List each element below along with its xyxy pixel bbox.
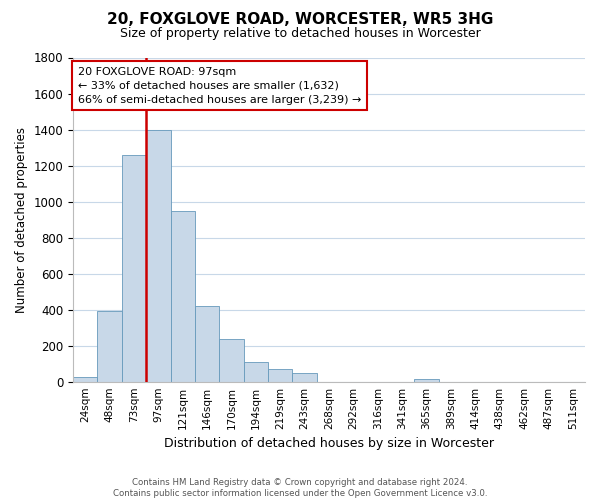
Text: 20 FOXGLOVE ROAD: 97sqm
← 33% of detached houses are smaller (1,632)
66% of semi: 20 FOXGLOVE ROAD: 97sqm ← 33% of detache…	[78, 66, 361, 104]
Text: 20, FOXGLOVE ROAD, WORCESTER, WR5 3HG: 20, FOXGLOVE ROAD, WORCESTER, WR5 3HG	[107, 12, 493, 28]
Text: Size of property relative to detached houses in Worcester: Size of property relative to detached ho…	[119, 28, 481, 40]
Y-axis label: Number of detached properties: Number of detached properties	[15, 126, 28, 312]
Bar	[292, 372, 317, 382]
Bar	[244, 362, 268, 382]
X-axis label: Distribution of detached houses by size in Worcester: Distribution of detached houses by size …	[164, 437, 494, 450]
Bar	[146, 130, 170, 382]
Bar	[73, 377, 97, 382]
Bar	[415, 379, 439, 382]
Bar	[170, 210, 195, 382]
Text: Contains HM Land Registry data © Crown copyright and database right 2024.
Contai: Contains HM Land Registry data © Crown c…	[113, 478, 487, 498]
Bar	[122, 155, 146, 382]
Bar	[97, 312, 122, 382]
Bar	[268, 369, 292, 382]
Bar	[220, 340, 244, 382]
Bar	[195, 306, 220, 382]
